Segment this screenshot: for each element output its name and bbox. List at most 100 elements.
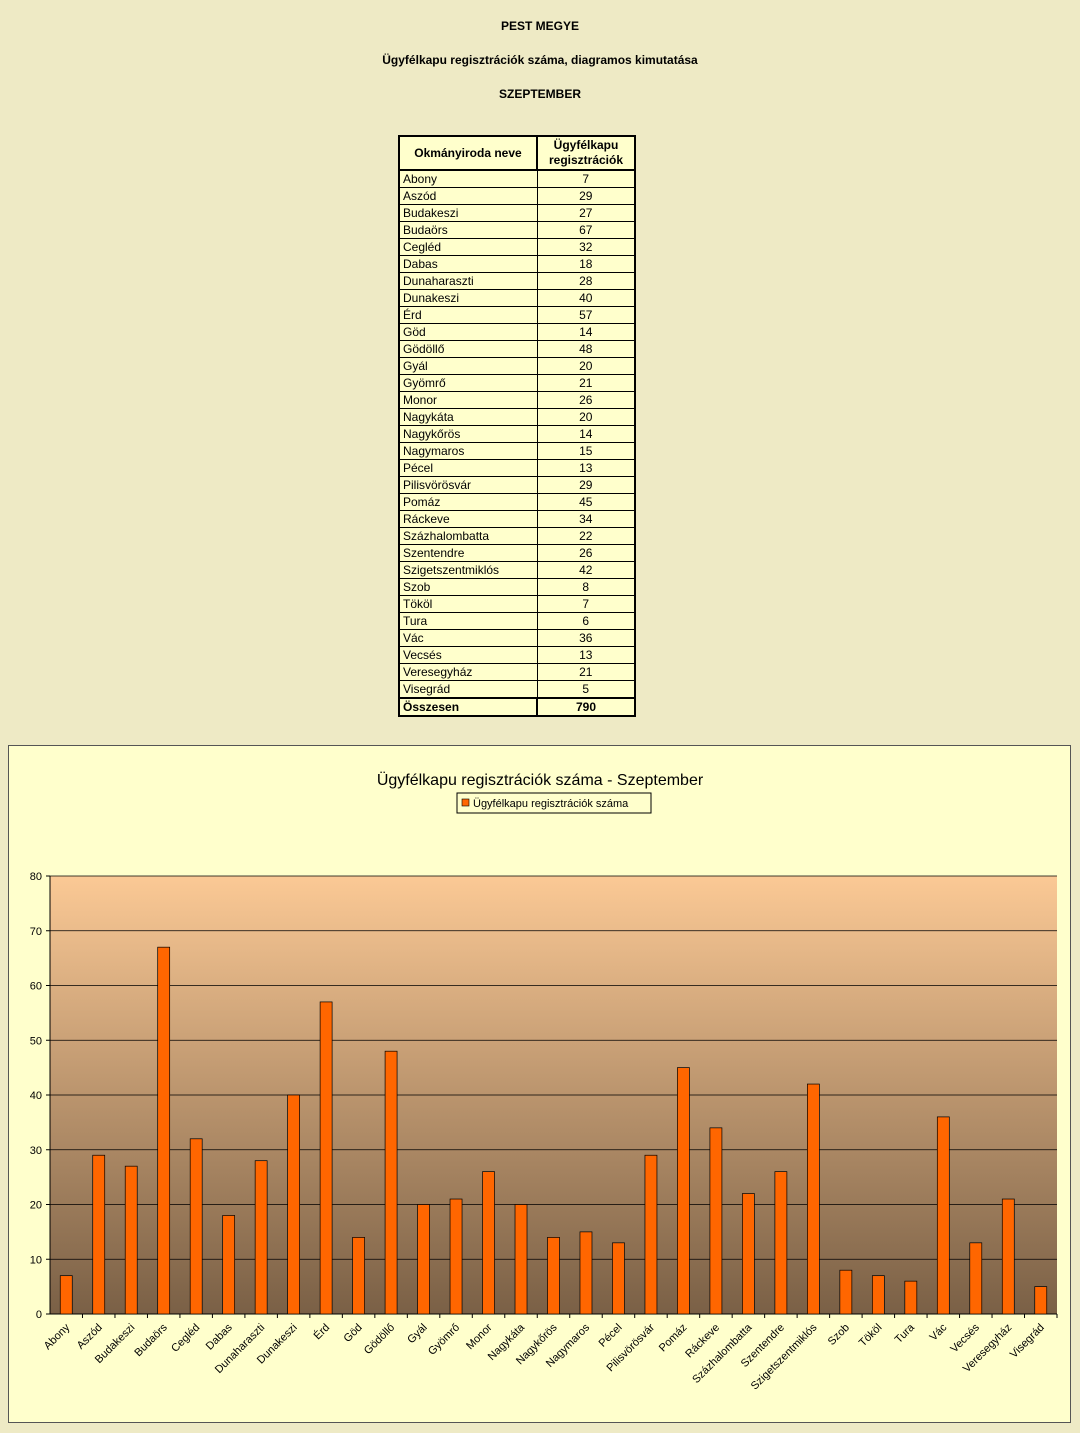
office-name: Érd [398,306,538,324]
table-row: Vác 36 [398,629,636,647]
office-name: Gyál [398,357,538,375]
table-row: Szentendre 26 [398,544,636,562]
column-header-registrations-line2: regisztrációk [548,153,624,167]
registration-count: 18 [536,255,636,273]
registration-count: 42 [536,561,636,579]
y-tick-label: 30 [30,1145,42,1157]
table-row: Vecsés 13 [398,646,636,664]
x-tick-label: Gyömrő [426,1322,462,1358]
x-tick-label: Gyál [405,1322,429,1346]
bar [157,946,171,1315]
registration-count: 7 [536,169,636,188]
y-tick-label: 70 [30,926,42,938]
office-name: Gyömrő [398,374,538,392]
x-tick-label: Göd [342,1322,365,1345]
legend-swatch [461,798,470,807]
table-row: Budaörs 67 [398,221,636,239]
x-tick-label: Vác [928,1321,950,1343]
x-tick-label: Visegrád [1008,1322,1047,1361]
x-tick-label: Tura [893,1321,918,1346]
bar [287,1094,300,1315]
bar [1034,1286,1048,1315]
table-row: Dunaharaszti 28 [398,272,636,290]
table-row: Szigetszentmiklós 42 [398,561,636,579]
registration-count: 36 [536,629,636,647]
table-row: Dabas 18 [398,255,636,273]
office-name: Göd [398,323,538,341]
table-row: Cegléd 32 [398,238,636,256]
bar [417,1204,430,1315]
office-name: Tura [398,612,538,630]
bar [936,1116,950,1315]
bar [254,1160,268,1315]
legend-box [456,792,652,814]
bar [839,1269,853,1315]
registration-count: 6 [536,612,636,630]
office-name: Pomáz [398,493,538,511]
table-header-row: Okmányiroda neve Ügyfélkapu regisztráció… [398,135,636,171]
bar [774,1171,788,1315]
registration-count: 21 [536,374,636,392]
table-row: Göd 14 [398,323,636,341]
registration-count: 32 [536,238,636,256]
office-name: Szob [398,578,538,596]
table-row: Gyömrő 21 [398,374,636,392]
table-row: Tura 6 [398,612,636,630]
bar [742,1193,755,1315]
registration-count: 27 [536,204,636,222]
x-tick-label: Dabas [204,1321,235,1352]
table-row: Százhalombatta 22 [398,527,636,545]
registration-count: 26 [536,391,636,409]
y-tick-label: 60 [30,981,42,993]
table-row: Veresegyház 21 [398,663,636,681]
bar [1001,1198,1015,1315]
bar [92,1154,106,1315]
office-name: Visegrád [398,680,538,699]
x-tick-label: Cegléd [169,1322,202,1355]
table-row: Budakeszi 27 [398,204,636,222]
office-name: Monor [398,391,538,409]
office-name: Cegléd [398,238,538,256]
table-row: Gödöllő 48 [398,340,636,358]
county-heading: PEST MEGYE [500,19,580,33]
month-heading: SZEPTEMBER [498,87,581,101]
x-tick-label: Szob [826,1322,852,1348]
x-tick-label: Budaörs [132,1321,170,1359]
x-tick-label: Abony [42,1321,73,1352]
registration-count: 34 [536,510,636,528]
total-value: 790 [536,697,636,717]
table-row: Gyál 20 [398,357,636,375]
registration-count: 29 [536,476,636,494]
office-name: Nagymaros [398,442,538,460]
registration-count: 29 [536,187,636,205]
bar [59,1275,73,1315]
office-name: Dabas [398,255,538,273]
chart-area: Ügyfélkapu regisztrációk száma - Szeptem… [8,745,1071,1423]
bar [904,1280,918,1315]
x-tick-label: Gödöllő [362,1322,397,1357]
table-row: Pécel 13 [398,459,636,477]
column-header-registrations-line1: Ügyfélkapu [553,138,619,152]
table-row: Pomáz 45 [398,493,636,511]
table-row: Monor 26 [398,391,636,409]
bar [807,1083,820,1315]
table-row: Pilisvörösvár 29 [398,476,636,494]
y-tick-label: 20 [30,1200,42,1212]
bar-chart: Ügyfélkapu regisztrációk száma - Szeptem… [30,771,1058,1392]
table-body: Abony 7 Aszód 29 Budakeszi 27 Budaörs 67 Cegléd 3… [398,169,636,699]
bar [677,1067,690,1315]
y-tick-label: 80 [30,871,42,883]
bar [319,1001,333,1315]
registration-count: 40 [536,289,636,307]
bar [352,1237,365,1315]
column-header-registrations: Ügyfélkapu regisztrációk [536,135,636,171]
registration-count: 20 [536,357,636,375]
bar [189,1138,203,1315]
office-name: Tököl [398,595,538,613]
chart-title: Ügyfélkapu regisztrációk száma - Szeptem… [377,771,704,789]
registration-count: 22 [536,527,636,545]
registration-count: 21 [536,663,636,681]
x-tick-label: Tököl [857,1322,885,1350]
bar [124,1165,138,1315]
office-name: Veresegyház [398,663,538,681]
